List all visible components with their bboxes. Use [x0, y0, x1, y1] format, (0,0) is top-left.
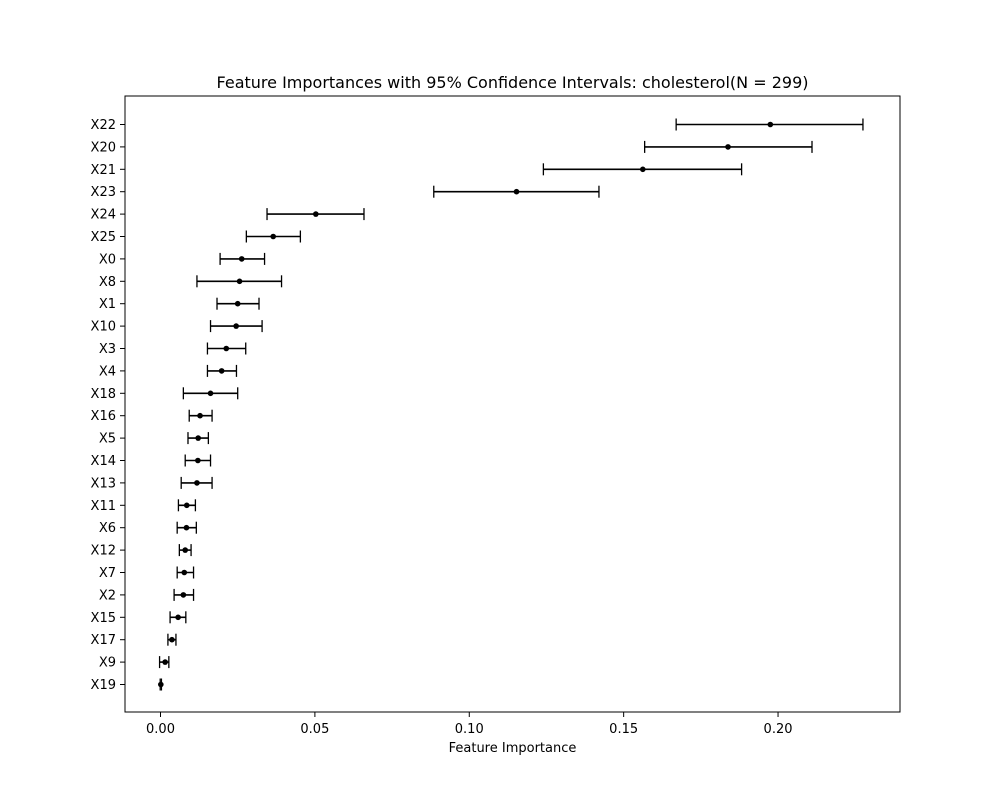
- y-tick-label: X3: [99, 342, 116, 357]
- importance-point: [195, 457, 201, 464]
- y-tick-label: X1: [99, 297, 116, 312]
- importance-point: [175, 614, 181, 621]
- importance-point: [238, 256, 245, 262]
- x-tick-label: 0.20: [764, 722, 793, 737]
- importance-point: [233, 323, 239, 329]
- importance-point: [183, 502, 190, 509]
- y-tick-label: X6: [99, 521, 116, 536]
- importance-point: [162, 659, 168, 665]
- importance-point: [725, 144, 731, 150]
- y-tick-label: X2: [99, 588, 116, 603]
- importance-point: [197, 412, 203, 419]
- y-tick-label: X10: [91, 320, 116, 335]
- plot-area: 0.00 0.05 0.10 0.15 0.20 X22 X20 X21 X23 X24 X25 X0…: [91, 118, 864, 737]
- importance-point: [194, 480, 200, 486]
- y-tick-label: X15: [91, 611, 116, 626]
- y-tick-label: X9: [99, 656, 116, 671]
- y-tick-label: X18: [91, 387, 116, 402]
- x-tick-label: 0.10: [455, 722, 484, 737]
- y-tick-label: X4: [99, 364, 116, 379]
- y-tick-label: X8: [99, 275, 116, 290]
- importance-point: [181, 569, 188, 576]
- importance-point: [180, 592, 187, 598]
- y-tick-label: X24: [91, 208, 116, 223]
- y-tick-label: X25: [91, 230, 116, 245]
- importance-point: [234, 300, 241, 307]
- importance-point: [158, 681, 164, 688]
- y-tick-label: X17: [91, 633, 116, 648]
- y-tick-label: X19: [91, 678, 116, 693]
- importance-point: [639, 166, 646, 173]
- importance-point: [195, 435, 201, 441]
- y-tick-label: X20: [91, 140, 116, 155]
- y-tick-label: X5: [99, 432, 116, 447]
- importance-point: [313, 211, 319, 217]
- y-tick-label: X22: [91, 118, 116, 133]
- y-tick-label: X23: [91, 185, 116, 200]
- y-tick-label: X21: [91, 163, 116, 178]
- importance-point: [183, 524, 190, 531]
- importance-point: [223, 345, 230, 352]
- x-tick-label: 0.15: [609, 722, 638, 737]
- importance-point: [767, 121, 774, 128]
- importance-point: [236, 278, 243, 285]
- y-tick-label: X7: [99, 566, 116, 581]
- y-tick-label: X16: [91, 409, 116, 424]
- x-tick-label: 0.05: [300, 722, 329, 737]
- y-tick-label: X12: [91, 544, 116, 559]
- importance-point: [169, 636, 175, 643]
- importance-point: [513, 188, 520, 195]
- importance-point: [218, 368, 225, 374]
- y-tick-label: X11: [91, 499, 116, 514]
- plot-frame: [124, 95, 901, 713]
- x-tick-label: 0.00: [146, 722, 175, 737]
- importance-point: [207, 390, 214, 397]
- importance-point: [182, 547, 189, 553]
- chart-title: Feature Importances with 95% Confidence …: [217, 73, 809, 92]
- importance-point: [270, 233, 277, 240]
- y-tick-label: X0: [99, 252, 116, 267]
- y-tick-label: X14: [91, 454, 116, 469]
- y-tick-label: X13: [91, 476, 116, 491]
- x-axis-label: Feature Importance: [449, 741, 577, 756]
